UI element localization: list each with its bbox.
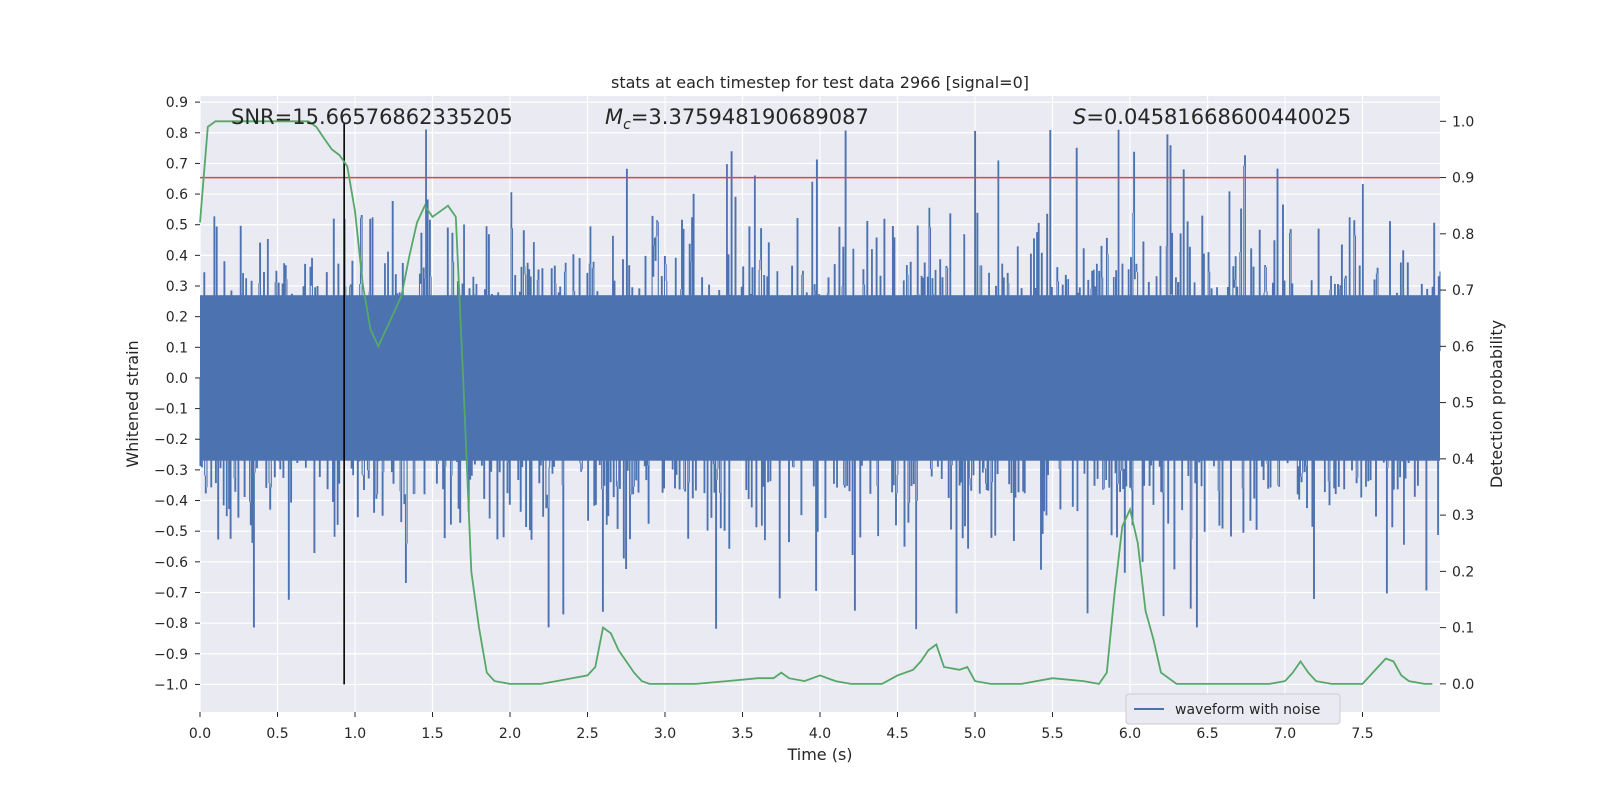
x-tick-label: 2.0 (499, 726, 521, 742)
x-tick-label: 3.0 (654, 726, 676, 742)
y-left-tick-label: −0.3 (154, 463, 188, 479)
y-left-tick-label: 0.6 (166, 187, 188, 203)
x-tick-label: 1.5 (421, 726, 443, 742)
chart-title: stats at each timestep for test data 296… (611, 73, 1029, 92)
x-tick-label: 1.0 (344, 726, 366, 742)
y-left-tick-label: 0.2 (166, 310, 188, 326)
legend-label: waveform with noise (1175, 702, 1320, 718)
chirp-mass-subscript: c (623, 117, 631, 133)
y-left-tick-label: 0.5 (166, 218, 188, 234)
y-right-tick-label: 0.6 (1452, 339, 1474, 355)
x-tick-label: 0.0 (189, 726, 211, 742)
y-left-tick-label: 0.4 (166, 248, 188, 264)
y-right-tick-label: 0.7 (1452, 283, 1474, 299)
y-right-tick-label: 0.2 (1452, 564, 1474, 580)
detection-probability-series (199, 120, 1433, 685)
y-left-tick-label: 0.9 (166, 95, 188, 111)
y-right-tick-label: 1.0 (1452, 114, 1474, 130)
y-left-tick-label: 0.0 (166, 371, 188, 387)
y-left-tick-label: −0.7 (154, 585, 188, 601)
y-left-tick-label: 0.7 (166, 156, 188, 172)
x-axis-label: Time (s) (786, 745, 852, 764)
y-axis-right-label: Detection probability (1487, 320, 1506, 488)
y-left-tick-label: 0.3 (166, 279, 188, 295)
y-left-tick-label: −0.2 (154, 432, 188, 448)
chirp-mass-symbol: M (605, 105, 623, 129)
y-axis-left-label: Whitened strain (123, 340, 142, 467)
x-tick-label: 0.5 (266, 726, 288, 742)
x-ticks: 0.0 0.5 1.0 1.5 2.0 2.5 3.0 3.5 4.0 4.5 5.0 5.5 6.0 6… (189, 712, 1374, 742)
y-right-tick-label: 0.3 (1452, 508, 1474, 524)
y-ticks-right: 1.0 0.9 0.8 0.7 0.6 0.5 0.4 0.3 0.2 0.1 0.0 (1440, 114, 1474, 693)
s-annotation: S=0.04581668600440025 (1073, 105, 1351, 129)
legend: waveform with noise (1125, 693, 1341, 725)
s-symbol: S (1073, 105, 1086, 129)
y-left-tick-label: −0.8 (154, 616, 188, 632)
x-tick-label: 5.5 (1041, 726, 1063, 742)
chirp-mass-value: =3.375948190689087 (631, 105, 869, 129)
y-right-tick-label: 0.5 (1452, 396, 1474, 412)
chirp-mass-annotation: Mc=3.375948190689087 (605, 105, 869, 133)
x-tick-label: 2.5 (576, 726, 598, 742)
y-left-tick-label: −0.1 (154, 402, 188, 418)
y-ticks-left: 0.9 0.8 0.7 0.6 0.5 0.4 0.3 0.2 0.1 0.0 −0.1 −0.2 −0… (154, 95, 200, 693)
x-tick-label: 4.0 (809, 726, 831, 742)
s-value: =0.04581668600440025 (1086, 105, 1351, 129)
waveform-with-noise-series (199, 129, 1441, 630)
y-left-tick-label: −0.9 (154, 647, 188, 663)
y-left-tick-label: −1.0 (154, 677, 188, 693)
legend-box (1125, 693, 1341, 725)
y-left-tick-label: 0.1 (166, 340, 188, 356)
y-right-tick-label: 0.1 (1452, 621, 1474, 637)
y-left-tick-label: −0.6 (154, 555, 188, 571)
y-right-tick-label: 0.4 (1452, 452, 1474, 468)
snr-annotation: SNR=15.66576862335205 (231, 105, 513, 129)
x-tick-label: 4.5 (886, 726, 908, 742)
y-left-tick-label: −0.5 (154, 524, 188, 540)
y-right-tick-label: 0.0 (1452, 677, 1474, 693)
waveform-core-band (200, 295, 1440, 461)
x-tick-label: 6.0 (1119, 726, 1141, 742)
x-tick-label: 3.5 (731, 726, 753, 742)
y-left-tick-label: −0.4 (154, 494, 188, 510)
y-left-tick-label: 0.8 (166, 126, 188, 142)
y-right-tick-label: 0.9 (1452, 171, 1474, 187)
x-tick-label: 7.5 (1351, 726, 1373, 742)
y-right-tick-label: 0.8 (1452, 227, 1474, 243)
x-tick-label: 7.0 (1274, 726, 1296, 742)
x-tick-label: 6.5 (1196, 726, 1218, 742)
x-tick-label: 5.0 (964, 726, 986, 742)
